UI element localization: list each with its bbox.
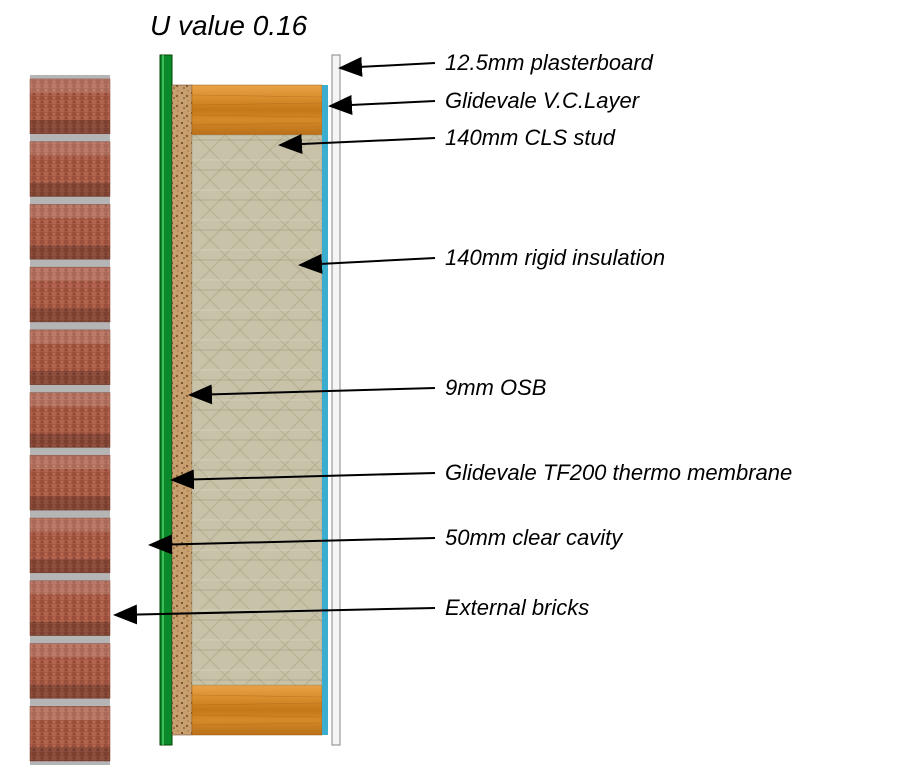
osb-layer: [172, 85, 192, 735]
diagram-title: U value 0.16: [150, 10, 308, 41]
plasterboard-layer: [332, 55, 340, 745]
leader-arrow: [340, 63, 435, 68]
leader-arrow: [330, 101, 435, 106]
layer-label-bricks: External bricks: [445, 595, 589, 620]
layer-label-plasterboard: 12.5mm plasterboard: [445, 50, 654, 75]
cls-stud: [192, 85, 322, 135]
cls-stud: [192, 685, 322, 735]
wall-section-diagram: U value 0.16 12.5mm plasterboard Glideval…: [0, 0, 910, 784]
thermo-membrane-layer: [160, 55, 172, 745]
layer-label-osb: 9mm OSB: [445, 375, 546, 400]
vc-layer: [322, 85, 328, 735]
layer-label-cavity: 50mm clear cavity: [445, 525, 624, 550]
layer-label-insulation: 140mm rigid insulation: [445, 245, 665, 270]
rigid-insulation: [192, 135, 322, 685]
layer-label-vc_layer: Glidevale V.C.Layer: [445, 88, 641, 113]
layer-label-thermo_membrane: Glidevale TF200 thermo membrane: [445, 460, 792, 485]
layer-label-stud: 140mm CLS stud: [445, 125, 616, 150]
external-bricks: [30, 75, 110, 765]
